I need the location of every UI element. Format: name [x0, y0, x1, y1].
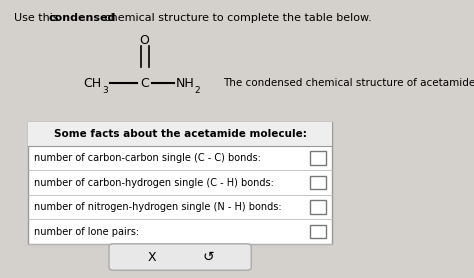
Text: X: X	[147, 250, 156, 264]
Text: The condensed chemical structure of acetamide: The condensed chemical structure of acet…	[223, 78, 474, 88]
Text: number of nitrogen-hydrogen single (N - H) bonds:: number of nitrogen-hydrogen single (N - …	[34, 202, 282, 212]
Text: condensed: condensed	[48, 13, 116, 23]
FancyBboxPatch shape	[28, 122, 332, 146]
Text: NH: NH	[175, 77, 194, 90]
FancyBboxPatch shape	[310, 200, 326, 214]
FancyBboxPatch shape	[310, 225, 326, 238]
Text: number of carbon-hydrogen single (C - H) bonds:: number of carbon-hydrogen single (C - H)…	[34, 178, 274, 188]
FancyBboxPatch shape	[28, 122, 332, 244]
Text: C: C	[140, 77, 149, 90]
FancyBboxPatch shape	[310, 176, 326, 189]
Text: chemical structure to complete the table below.: chemical structure to complete the table…	[101, 13, 372, 23]
Text: CH: CH	[83, 77, 101, 90]
Text: 3: 3	[102, 86, 108, 95]
FancyBboxPatch shape	[109, 244, 251, 270]
FancyBboxPatch shape	[310, 152, 326, 165]
Text: O: O	[140, 34, 149, 47]
Text: number of lone pairs:: number of lone pairs:	[34, 227, 139, 237]
Text: ↺: ↺	[203, 250, 214, 264]
Text: Some facts about the acetamide molecule:: Some facts about the acetamide molecule:	[54, 129, 307, 139]
Text: Use this: Use this	[14, 13, 63, 23]
Text: 2: 2	[194, 86, 200, 95]
Text: number of carbon-carbon single (C - C) bonds:: number of carbon-carbon single (C - C) b…	[34, 153, 261, 163]
